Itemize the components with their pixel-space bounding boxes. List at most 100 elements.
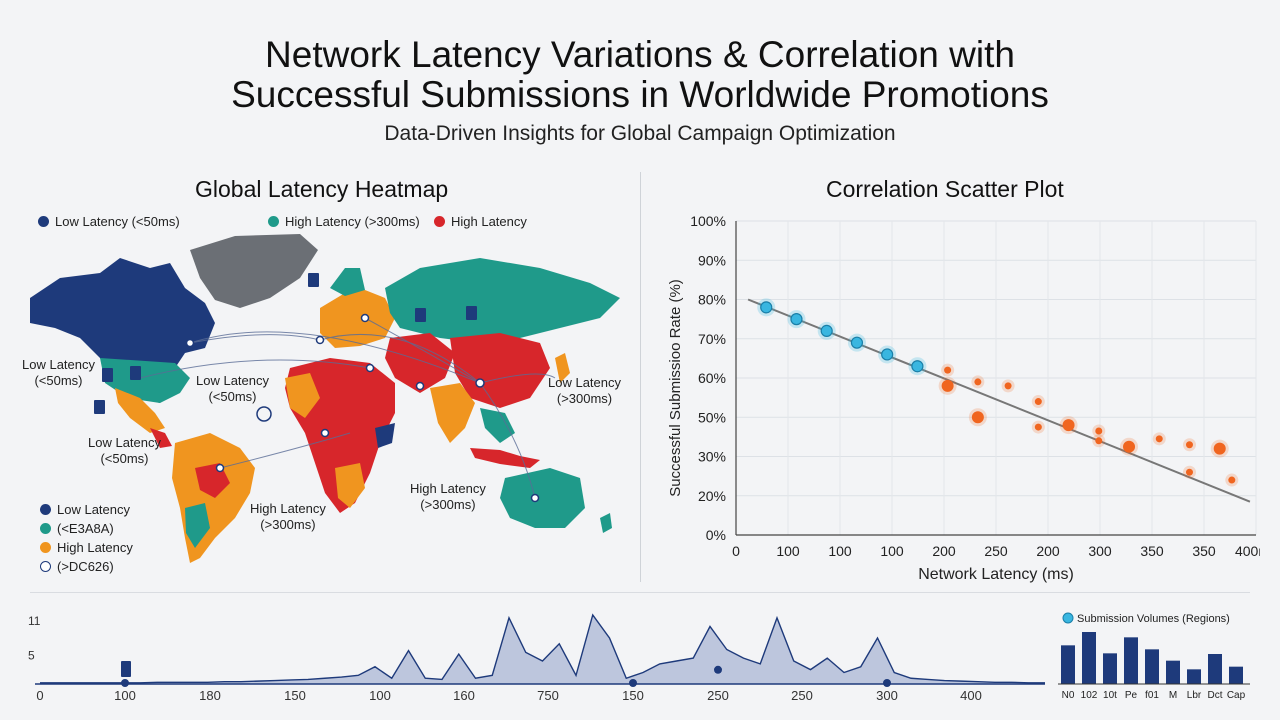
- bar-x-tick: f01: [1145, 690, 1159, 701]
- bar: [1187, 669, 1201, 684]
- legend-label: (>DC626): [57, 559, 114, 574]
- timeline-x-tick: 180: [199, 688, 221, 703]
- bar: [1061, 645, 1075, 684]
- timeline-marker: [629, 679, 637, 687]
- latency-timeline-chart: 11 5 0 100 180 150 100 160 750 150 250 250 300 400: [28, 613, 1045, 703]
- timeline-x-tick: 160: [453, 688, 475, 703]
- scatter-point: [1155, 435, 1163, 443]
- scatter-x-tick: 200: [932, 543, 956, 559]
- legend-label: High Latency: [57, 540, 133, 555]
- scatter-plot: 0% 20% 30% 50% 60% 70% 80% 90% 100% 0 100 100 100 200…: [667, 213, 1260, 583]
- map-legend-top-3: High Latency: [434, 214, 527, 229]
- map-region-indonesia: [470, 448, 540, 468]
- scatter-point: [1123, 440, 1136, 453]
- scatter-x-tick: 400ms: [1235, 543, 1260, 559]
- timeline-line: [40, 613, 1045, 684]
- scatter-y-tick: 90%: [698, 252, 726, 268]
- bar-x-tick: 102: [1081, 690, 1098, 701]
- map-region-south-america-teal: [185, 503, 210, 548]
- scatter-point: [820, 324, 833, 338]
- timeline-x-tick: 300: [876, 688, 898, 703]
- scatter-x-tick: 250: [984, 543, 1008, 559]
- scatter-y-tick: 0%: [706, 527, 726, 543]
- scatter-x-tick: 100: [880, 543, 904, 559]
- bar: [1229, 666, 1243, 684]
- page-title-line2: Successful Submissions in Worldwide Prom…: [231, 74, 1049, 115]
- scatter-y-tick: 70%: [698, 331, 726, 347]
- scatter-point: [941, 379, 954, 392]
- map-region-scandinavia: [330, 268, 365, 296]
- bottom-separator: [30, 592, 1250, 593]
- submission-volume-chart: Submission Volumes (Regions) N0 102 10t Pe f0…: [1058, 612, 1250, 701]
- scatter-point: [881, 348, 894, 361]
- map-legend-bottom-2: (<E3A8A): [40, 521, 114, 536]
- scatter-y-tick: 80%: [698, 292, 726, 308]
- timeline-y-tick: 5: [28, 648, 35, 662]
- map-legend-top-2: High Latency (>300ms): [268, 214, 420, 229]
- server-icon: [121, 661, 131, 677]
- scatter-point: [850, 336, 864, 349]
- map-label-asia: Low Latency (>300ms): [548, 375, 621, 406]
- bar-x-tick: M: [1169, 690, 1177, 701]
- map-region-australia: [500, 468, 585, 528]
- bar: [1208, 654, 1222, 684]
- map-label-na: Low Latency (<50ms): [22, 357, 95, 388]
- map-nodes: [185, 313, 540, 503]
- legend-dot-orange: [40, 542, 51, 553]
- scatter-x-tick: 200: [1036, 543, 1060, 559]
- scatter-x-tick: 300: [1088, 543, 1112, 559]
- legend-label: (<E3A8A): [57, 521, 114, 536]
- map-legend-bottom-1: Low Latency: [40, 502, 130, 517]
- scatter-point: [1004, 382, 1012, 390]
- timeline-x-tick: 750: [537, 688, 559, 703]
- scatter-point: [971, 411, 984, 424]
- legend-dot-red: [434, 216, 445, 227]
- scatter-x-tick: 100: [776, 543, 800, 559]
- scatter-point: [1095, 437, 1103, 445]
- map-region-africa-horn: [375, 423, 395, 448]
- scatter-point: [760, 301, 773, 314]
- legend-dot-low: [38, 216, 49, 227]
- scatter-x-tick: 350: [1192, 543, 1216, 559]
- timeline-x-tick: 100: [369, 688, 391, 703]
- map-legend-top-1: Low Latency (<50ms): [38, 214, 180, 229]
- scatter-y-label: Successful Submissioo Rate (%): [667, 279, 684, 497]
- timeline-y-tick: 11: [28, 614, 41, 628]
- map-region-africa-south: [335, 463, 365, 508]
- bar: [1124, 637, 1138, 684]
- scatter-point: [1034, 398, 1042, 406]
- legend-dot-teal: [40, 523, 51, 534]
- scatter-x-tick: 350: [1140, 543, 1164, 559]
- bar: [1082, 632, 1096, 684]
- bar-x-tick: N0: [1062, 690, 1075, 701]
- timeline-x-tick: 0: [36, 688, 43, 703]
- map-label-sa: Low Latency (<50ms): [88, 435, 161, 466]
- scatter-point: [790, 313, 803, 326]
- scatter-point: [944, 366, 952, 374]
- scatter-x-tick: 0: [732, 543, 740, 559]
- legend-label: High Latency: [451, 214, 527, 229]
- timeline-area: [40, 615, 1045, 684]
- map-label-atlantic: Low Latency (<50ms): [196, 373, 269, 404]
- bar-x-tick: 10t: [1103, 690, 1117, 701]
- map-region-new-zealand: [600, 513, 612, 533]
- scatter-point: [1185, 468, 1193, 476]
- scatter-point: [1213, 442, 1226, 455]
- timeline-x-tick: 100: [114, 688, 136, 703]
- page-title-line1: Network Latency Variations & Correlation…: [265, 34, 1015, 75]
- legend-label: Low Latency: [57, 502, 130, 517]
- bar-legend-dot: [1062, 612, 1074, 624]
- scatter-point: [1062, 419, 1075, 432]
- map-region-japan: [555, 353, 570, 383]
- bar: [1166, 660, 1180, 684]
- map-legend-bottom-3: High Latency: [40, 540, 133, 555]
- bar-x-tick: Pe: [1125, 690, 1138, 701]
- legend-dot-teal: [268, 216, 279, 227]
- map-region-central-america: [150, 428, 172, 448]
- bar: [1145, 649, 1159, 684]
- scatter-point: [1034, 423, 1042, 431]
- map-region-europe: [320, 290, 395, 348]
- map-label-africa: High Latency (>300ms): [250, 501, 326, 532]
- map-connections: [139, 317, 556, 499]
- map-region-usa: [100, 358, 190, 403]
